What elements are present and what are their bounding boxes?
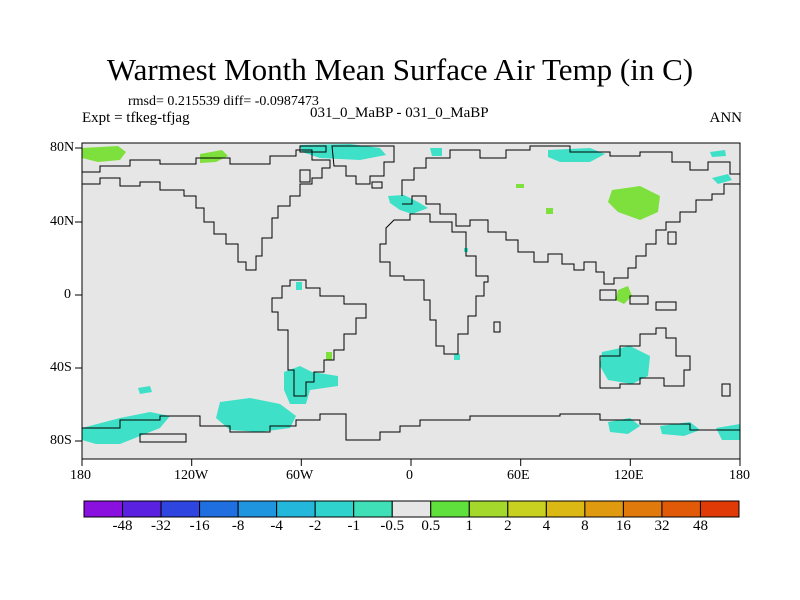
- colorbar-swatch: [545, 500, 586, 518]
- colorbar-swatch: [584, 500, 624, 518]
- coastlines: [82, 145, 740, 443]
- anomaly-patch: [546, 208, 553, 214]
- colorbar: [83, 500, 740, 518]
- continent-eurasia: [401, 145, 740, 285]
- anomaly-patch: [430, 148, 442, 156]
- colorbar-label: 8: [581, 518, 589, 534]
- colorbar-swatch: [160, 500, 201, 518]
- continent-north-america: [82, 149, 331, 271]
- anomaly-patch: [516, 184, 524, 188]
- colorbar-swatch: [622, 500, 663, 518]
- continent-africa: [379, 213, 489, 355]
- anomaly-patch: [712, 174, 732, 184]
- colorbar-swatch: [661, 500, 701, 518]
- lon-tick-label: 180: [729, 468, 750, 483]
- anomaly-patches: [82, 144, 740, 444]
- anomaly-patch: [326, 352, 332, 360]
- stats-text: rmsd= 0.215539 diff= -0.0987473: [128, 94, 319, 109]
- colorbar-label: -32: [151, 518, 172, 534]
- madagascar: [493, 321, 501, 333]
- anomaly-patch: [608, 418, 640, 434]
- lat-tick-label: 80S: [50, 433, 72, 448]
- lat-tick-label: 80N: [50, 140, 75, 155]
- case-label: 031_0_MaBP - 031_0_MaBP: [310, 105, 489, 121]
- anomaly-patch: [200, 150, 228, 163]
- anomaly-patch: [454, 354, 460, 360]
- anomaly-patch: [296, 282, 302, 290]
- lon-tick-label: 120E: [614, 468, 644, 483]
- colorbar-label: -0.5: [380, 518, 405, 534]
- colorbar-swatch: [276, 500, 316, 518]
- colorbar-label: -8: [231, 518, 245, 534]
- anomaly-patch: [300, 144, 386, 160]
- colorbar-swatch: [391, 500, 432, 518]
- colorbar-label: -16: [189, 518, 210, 534]
- experiment-label: Expt = tfkeg-tfjag: [82, 110, 190, 126]
- continent-australia: [599, 327, 691, 389]
- colorbar-label: -2: [308, 518, 322, 534]
- colorbar-label: 2: [504, 518, 512, 534]
- colorbar-label: 0.5: [421, 518, 441, 534]
- anomaly-patch: [608, 186, 660, 220]
- colorbar-swatch: [199, 500, 239, 518]
- colorbar-swatch: [122, 500, 162, 518]
- colorbar-label: 1: [465, 518, 474, 534]
- japan: [667, 231, 677, 245]
- colorbar-swatch: [353, 500, 393, 518]
- colorbar-label: -48: [112, 518, 133, 534]
- ross-ice-shelf: [139, 433, 187, 443]
- anomaly-patch: [284, 366, 338, 404]
- new-zealand: [721, 383, 731, 397]
- colorbar-label: -1: [347, 518, 360, 534]
- lon-tick-label: 0: [406, 468, 413, 483]
- anomaly-patch: [616, 286, 632, 304]
- lon-tick-label: 180: [70, 468, 91, 483]
- lon-tick-label: 120W: [174, 468, 209, 483]
- maritime-continent: [599, 289, 677, 311]
- anomaly-patch: [710, 150, 726, 157]
- anomaly-patch: [82, 146, 126, 162]
- colorbar-label: 16: [615, 518, 631, 534]
- plot-title: Warmest Month Mean Surface Air Temp (in …: [106, 52, 694, 87]
- iceland: [371, 181, 383, 189]
- continent-south-america: [271, 279, 367, 397]
- season-label: ANN: [709, 110, 743, 126]
- lon-tick-label: 60W: [286, 468, 314, 483]
- arctic-islands: [299, 145, 327, 153]
- continent-greenland: [331, 145, 395, 185]
- colorbar-swatch: [237, 500, 278, 518]
- colorbar-label: -4: [270, 518, 283, 534]
- hudson-bay: [299, 169, 311, 183]
- axis-ticks: [75, 147, 741, 466]
- lat-tick-label: 40N: [50, 214, 75, 229]
- continent-antarctica: [82, 413, 740, 441]
- colorbar-swatch: [314, 500, 355, 518]
- colorbar-swatch: [83, 500, 124, 518]
- colorbar-swatch: [507, 500, 547, 518]
- anomaly-patch: [716, 424, 740, 440]
- anomaly-patch: [138, 386, 152, 394]
- colorbar-swatch: [699, 500, 740, 518]
- colorbar-swatch: [430, 500, 470, 518]
- colorbar-label: 4: [542, 518, 551, 534]
- lat-tick-label: 0: [64, 287, 71, 302]
- colorbar-label: 32: [654, 518, 670, 534]
- lon-tick-label: 60E: [507, 468, 530, 483]
- anomaly-patch: [216, 398, 296, 432]
- lat-tick-label: 40S: [50, 360, 72, 375]
- colorbar-swatch: [468, 500, 509, 518]
- colorbar-label: 48: [692, 518, 708, 534]
